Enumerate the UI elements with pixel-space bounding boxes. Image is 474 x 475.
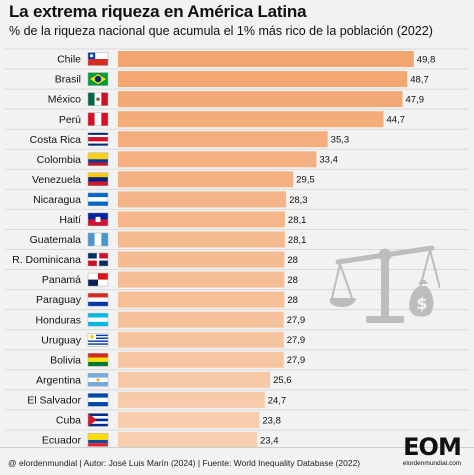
- costa-rica-flag-icon: [87, 132, 109, 146]
- category-label: México: [48, 94, 81, 106]
- bar: [118, 171, 294, 188]
- bar: [118, 211, 285, 228]
- value-label: 28,1: [288, 215, 307, 226]
- value-label: 28: [287, 275, 298, 286]
- value-label: 35,3: [331, 135, 350, 146]
- bolivia-flag-icon: [87, 353, 109, 367]
- value-label: 47,9: [406, 95, 425, 106]
- value-label: 33,4: [319, 155, 338, 166]
- footer-credits: @ elordenmundial | Autor: José Luis Marí…: [8, 458, 361, 468]
- footer-divider: [0, 447, 474, 448]
- value-label: 27,9: [287, 315, 306, 326]
- bar: [118, 111, 384, 128]
- bar: [118, 51, 414, 68]
- bar: [118, 271, 285, 288]
- chart-subtitle: % de la riqueza nacional que acumula el …: [9, 24, 433, 38]
- category-label: Brasil: [55, 74, 81, 86]
- bar: [118, 311, 284, 328]
- uruguay-flag-icon: [87, 332, 109, 347]
- value-label: 23,8: [262, 415, 281, 426]
- category-label: Bolivia: [50, 354, 81, 366]
- argentina-flag-icon: [87, 373, 109, 387]
- value-label: 28,1: [288, 235, 307, 246]
- category-label: Guatemala: [30, 234, 82, 246]
- category-label: Uruguay: [41, 334, 81, 346]
- cuba-flag-icon: [87, 413, 109, 427]
- bar: [118, 431, 257, 448]
- category-label: Panamá: [42, 274, 81, 286]
- category-label: Cuba: [56, 415, 81, 427]
- category-label: Ecuador: [42, 435, 82, 447]
- bar: [118, 411, 260, 428]
- logo-mark: EOM: [403, 433, 462, 461]
- value-label: 28,3: [289, 195, 308, 206]
- bar: [118, 151, 317, 168]
- bar: [118, 251, 285, 268]
- bar: [118, 391, 265, 408]
- category-label: R. Dominicana: [12, 254, 81, 266]
- haiti-flag-icon: [87, 212, 109, 227]
- value-label: 48,7: [410, 74, 429, 85]
- category-label: Chile: [57, 54, 81, 66]
- category-label: Honduras: [35, 314, 81, 326]
- honduras-flag-icon: [87, 312, 109, 327]
- bar: [118, 191, 287, 208]
- category-label: Nicaragua: [33, 194, 81, 206]
- colombia-flag-icon: [87, 152, 109, 167]
- bar: [118, 371, 271, 388]
- value-label: 44,7: [387, 115, 406, 126]
- value-label: 24,7: [268, 395, 287, 406]
- bar: [118, 231, 285, 248]
- value-label: 25,6: [273, 375, 292, 386]
- chart-title: La extrema riqueza en América Latina: [9, 2, 307, 21]
- category-label: Paraguay: [36, 294, 82, 306]
- brazil-flag-icon: [87, 72, 109, 86]
- panama-flag-icon: [87, 272, 109, 287]
- value-label: 27,9: [287, 335, 306, 346]
- peru-flag-icon: [87, 112, 109, 126]
- value-label: 27,9: [287, 355, 306, 366]
- mexico-flag-icon: [87, 92, 109, 106]
- venezuela-flag-icon: [87, 172, 109, 187]
- logo-url: elordenmundial.com: [402, 460, 462, 467]
- category-label: El Salvador: [27, 394, 81, 406]
- value-label: 23,4: [260, 435, 279, 446]
- paraguay-flag-icon: [87, 292, 109, 307]
- bar: [118, 91, 403, 108]
- bar-chart: Chile 49,8 Brasil 48,7 México 47,9 Perú 44,7 Cos…: [5, 48, 468, 448]
- el-salvador-flag-icon: [87, 393, 109, 407]
- category-label: Colombia: [37, 154, 82, 166]
- bar: [118, 71, 408, 88]
- nicaragua-flag-icon: [87, 192, 109, 207]
- category-label: Costa Rica: [30, 134, 82, 146]
- bar: [118, 331, 284, 348]
- bar: [118, 131, 328, 148]
- eom-logo: EOM elordenmundial.com: [399, 434, 465, 472]
- value-label: 28: [287, 295, 298, 306]
- category-label: Venezuela: [32, 174, 81, 186]
- bar: [118, 291, 285, 308]
- guatemala-flag-icon: [87, 232, 109, 247]
- money-bag-icon: $: [409, 280, 434, 317]
- chile-flag-icon: [87, 52, 109, 66]
- value-label: 28: [287, 255, 298, 266]
- value-label: 29,5: [296, 175, 315, 186]
- bar: [118, 351, 284, 368]
- scale-of-justice-icon: $: [330, 245, 440, 323]
- category-label: Perú: [59, 114, 81, 126]
- category-label: Argentina: [36, 374, 81, 386]
- svg-text:$: $: [416, 294, 427, 313]
- ecuador-flag-icon: [87, 433, 109, 447]
- value-label: 49,8: [417, 54, 436, 65]
- category-label: Haití: [59, 214, 81, 226]
- dominican-republic-flag-icon: [87, 252, 109, 267]
